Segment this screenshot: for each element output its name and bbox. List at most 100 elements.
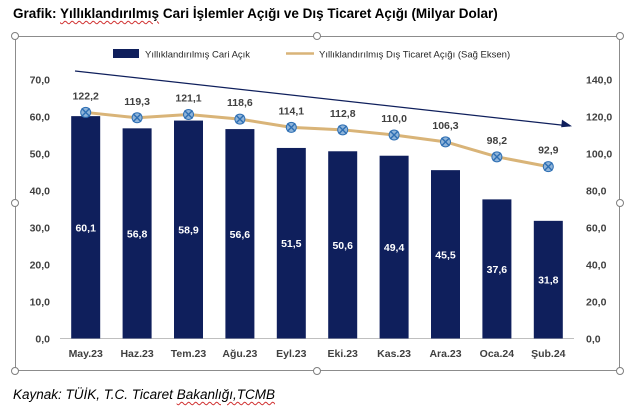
bar [328,151,358,339]
x-tick-label: Haz.23 [120,348,153,360]
line-point [440,136,451,148]
x-tick-label: Kas.23 [377,348,411,360]
legend-label-cari-acik: Yıllıklandırılmış Cari Açık [145,50,250,61]
legend: Yıllıklandırılmış Cari Açık Yıllıklandır… [113,49,510,61]
bar-value-label: 58,9 [178,225,199,237]
line-point-cross-b [286,122,296,132]
bar [533,220,563,339]
line-point-cross-b [441,137,450,147]
x-tick-label: Eki.23 [328,348,359,360]
line-value-label: 114,1 [278,105,304,117]
bar [431,170,460,339]
line-point-cross-b [492,152,502,162]
x-tick-label: Eyl.23 [276,348,307,360]
line-value-label: 98,2 [487,135,508,147]
resize-handle-top-left[interactable] [11,32,19,40]
trend-arrow [74,70,571,127]
resize-handle-middle-right[interactable] [616,199,624,207]
bar [122,128,152,339]
line-point-cross-b [338,125,348,135]
y-right-tick-label: 140,0 [586,75,612,87]
title-underlined-word: Yıllıklandırılmış [60,6,160,21]
line-point [542,161,554,173]
line-point-cross-b [81,107,91,117]
line-point-cross-b [132,113,142,123]
bar-value-label: 60,1 [75,222,96,234]
y-right-tick-label: 0,0 [586,334,601,346]
y-right-tick-label: 60,0 [586,223,607,235]
line-point [80,106,92,118]
bar-value-label: 50,6 [332,240,353,252]
resize-handle-top-center[interactable] [313,32,321,40]
line-point-cross-b [389,130,399,140]
bar-value-label: 51,5 [281,238,302,250]
legend-label-dis-ticaret: Yıllıklandırılmış Dış Ticaret Açığı (Sağ… [319,50,510,61]
line-value-label: 110,0 [381,113,407,125]
line-value-label: 92,9 [538,145,559,157]
page-title: Grafik: Yıllıklandırılmış Cari İşlemler … [13,6,498,21]
line-point-cross-b [235,114,245,124]
resize-handle-top-right[interactable] [616,32,624,40]
line-value-label: 119,3 [124,96,150,108]
y-left-tick-label: 10,0 [30,297,51,309]
x-tick-label: May.23 [69,348,103,360]
bar [379,155,409,339]
line-value-label: 121,1 [175,92,201,104]
resize-handle-bottom-right[interactable] [616,367,624,375]
line-point [285,121,297,133]
bar [71,116,101,339]
y-right-tick-label: 80,0 [586,186,607,198]
title-prefix: Grafik: [13,6,61,21]
bar-value-label: 56,8 [127,228,148,240]
y-right-tick-label: 100,0 [586,149,612,161]
x-tick-label: Şub.24 [531,348,566,360]
line-point [388,129,400,141]
bar [225,129,255,339]
line-series-path [85,110,549,169]
y-left-tick-label: 40,0 [30,186,51,198]
y-left-tick-label: 50,0 [30,149,51,161]
y-right-tick-label: 40,0 [586,260,607,272]
bar-value-label: 37,6 [487,264,508,276]
line-value-label: 122,2 [73,90,99,102]
chart-frame[interactable] [15,36,620,371]
line-point-cross-b [543,162,553,172]
x-tick-label: Ağu.23 [222,348,257,360]
y-right-tick-label: 20,0 [586,297,607,309]
line-value-label: 112,8 [330,108,356,120]
y-left-tick-label: 70,0 [30,75,51,87]
line-point [337,124,349,136]
bar-value-label: 49,4 [384,242,405,254]
legend-bar-swatch [113,49,139,58]
source-prefix: Kaynak: TÜİK, T.C. Ticaret [13,387,177,402]
y-left-tick-label: 0,0 [35,334,50,346]
line-point [491,151,503,163]
bar-value-label: 56,6 [230,229,251,241]
source-underlined: Bakanlığı,TCMB [176,387,275,402]
resize-handle-bottom-left[interactable] [11,367,19,375]
bar [174,120,203,339]
x-tick-label: Oca.24 [480,348,515,360]
bar [482,199,512,339]
title-rest: Cari İşlemler Açığı ve Dış Ticaret Açığı… [159,6,498,21]
line-point [234,113,246,125]
resize-handle-middle-left[interactable] [11,199,19,207]
line-value-label: 118,6 [227,97,253,109]
y-left-tick-label: 60,0 [30,112,51,124]
bar-value-label: 45,5 [435,249,456,261]
line-point-cross-b [184,109,193,119]
trend-arrow-head [561,119,572,128]
x-tick-label: Ara.23 [429,348,461,360]
line-value-label: 106,3 [432,120,458,132]
source-note: Kaynak: TÜİK, T.C. Ticaret Bakanlığı,TCM… [13,387,275,402]
bar-value-label: 31,8 [538,275,559,287]
line-point [131,112,143,124]
resize-handle-bottom-center[interactable] [313,367,321,375]
line-point [183,108,194,120]
y-left-tick-label: 20,0 [30,260,51,272]
y-right-tick-label: 120,0 [586,112,612,124]
y-left-tick-label: 30,0 [30,223,51,235]
bar [276,147,306,339]
x-tick-label: Tem.23 [171,348,207,360]
